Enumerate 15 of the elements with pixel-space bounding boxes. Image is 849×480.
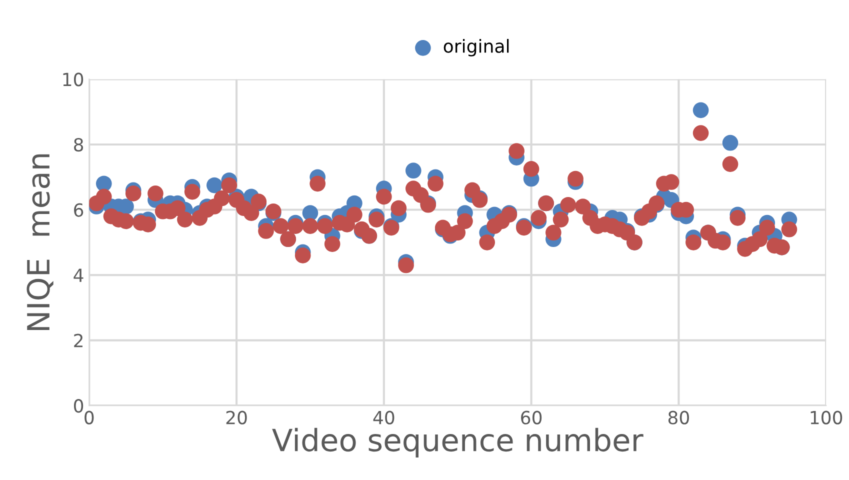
y-tick-label: 10 bbox=[63, 72, 84, 86]
x-axis-title: Video sequence number bbox=[272, 428, 644, 458]
x-tick-label: 0 bbox=[84, 410, 94, 424]
x-tick-label: 20 bbox=[226, 410, 247, 424]
x-tick-label: 80 bbox=[668, 410, 689, 424]
x-tick-label: 40 bbox=[373, 410, 394, 424]
legend-label: original bbox=[444, 38, 509, 56]
y-tick-label: 6 bbox=[74, 203, 84, 217]
y-tick-label: 4 bbox=[74, 268, 84, 282]
y-tick-label: 0 bbox=[74, 399, 84, 413]
x-tick-label: 100 bbox=[810, 410, 842, 424]
x-tick-label: 60 bbox=[521, 410, 542, 424]
y-tick-label: 8 bbox=[74, 138, 84, 152]
y-axis-title: NIQE mean bbox=[26, 154, 54, 330]
y-tick-label: 2 bbox=[74, 334, 82, 348]
